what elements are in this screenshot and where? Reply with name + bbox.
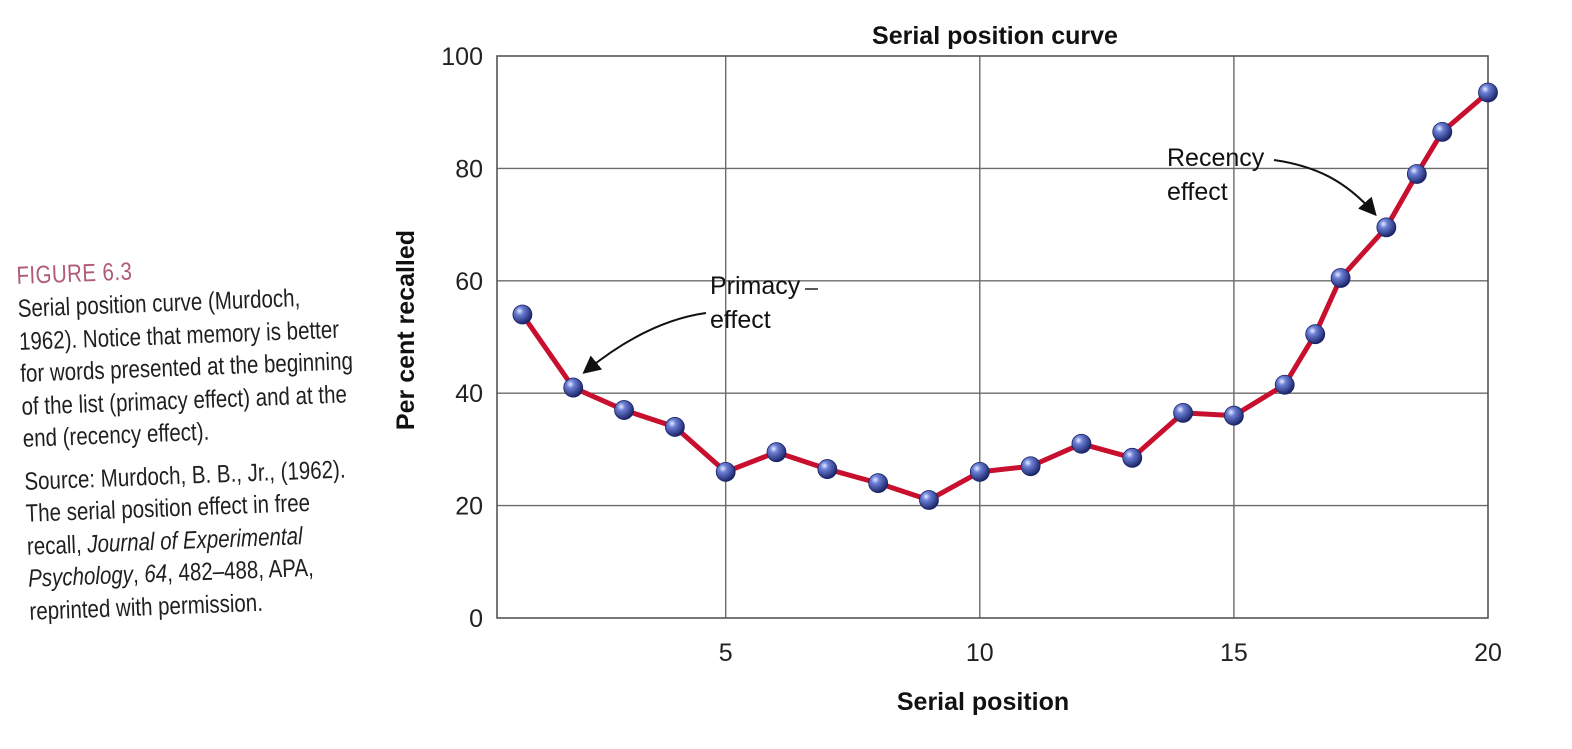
x-tick-label-15: 15 bbox=[1220, 639, 1248, 667]
series-line bbox=[519, 90, 1491, 503]
data-point-5 bbox=[715, 461, 736, 482]
data-point-13 bbox=[1122, 447, 1143, 468]
plot-frame bbox=[496, 55, 1489, 619]
data-point-17 bbox=[1305, 324, 1326, 345]
recency-arrow bbox=[1273, 159, 1377, 217]
data-point-14 bbox=[1173, 402, 1193, 423]
x-tick-label-10: 10 bbox=[966, 639, 994, 667]
data-point-4 bbox=[664, 417, 685, 437]
primacy-label-line2: effect bbox=[710, 306, 771, 334]
data-point-18 bbox=[1330, 268, 1351, 288]
data-point-1 bbox=[512, 304, 533, 325]
data-point-3 bbox=[614, 400, 634, 420]
series bbox=[512, 82, 1498, 510]
y-axis-label: Per cent recalled bbox=[392, 230, 420, 430]
y-tick-label-60: 60 bbox=[455, 268, 483, 296]
data-point-2 bbox=[563, 377, 584, 398]
data-point-6 bbox=[766, 442, 787, 463]
primacy-arrow bbox=[582, 312, 707, 374]
y-tick-label-0: 0 bbox=[469, 605, 483, 633]
primacy-label-line1: Primacy bbox=[710, 272, 801, 300]
data-point-21 bbox=[1432, 121, 1453, 142]
data-point-20 bbox=[1406, 164, 1427, 184]
data-point-9 bbox=[919, 490, 939, 510]
y-tick-label-100: 100 bbox=[441, 43, 483, 71]
data-point-22 bbox=[1478, 82, 1498, 103]
data-point-10 bbox=[969, 461, 990, 482]
data-point-7 bbox=[817, 459, 838, 479]
data-point-8 bbox=[868, 473, 889, 494]
chart-title: Serial position curve bbox=[872, 22, 1118, 50]
x-tick-label-20: 20 bbox=[1474, 639, 1502, 667]
y-tick-label-40: 40 bbox=[455, 380, 483, 408]
y-tick-label-80: 80 bbox=[455, 155, 483, 183]
data-point-12 bbox=[1071, 433, 1092, 454]
x-tick-label-5: 5 bbox=[719, 639, 733, 667]
data-point-19 bbox=[1376, 217, 1397, 238]
y-tick-label-20: 20 bbox=[455, 493, 483, 521]
x-axis-label: Serial position bbox=[897, 688, 1069, 716]
grid bbox=[497, 56, 1488, 618]
data-point-11 bbox=[1020, 456, 1041, 477]
axes: 0 20 40 60 80 100 5 10 15 20 bbox=[441, 43, 1502, 667]
data-point-15 bbox=[1223, 405, 1244, 426]
data-point-16 bbox=[1274, 374, 1295, 395]
recency-label-line1: Recency bbox=[1167, 144, 1265, 172]
annotations: Primacy effect Recency effect bbox=[582, 144, 1377, 374]
recency-label-line2: effect bbox=[1167, 178, 1228, 206]
